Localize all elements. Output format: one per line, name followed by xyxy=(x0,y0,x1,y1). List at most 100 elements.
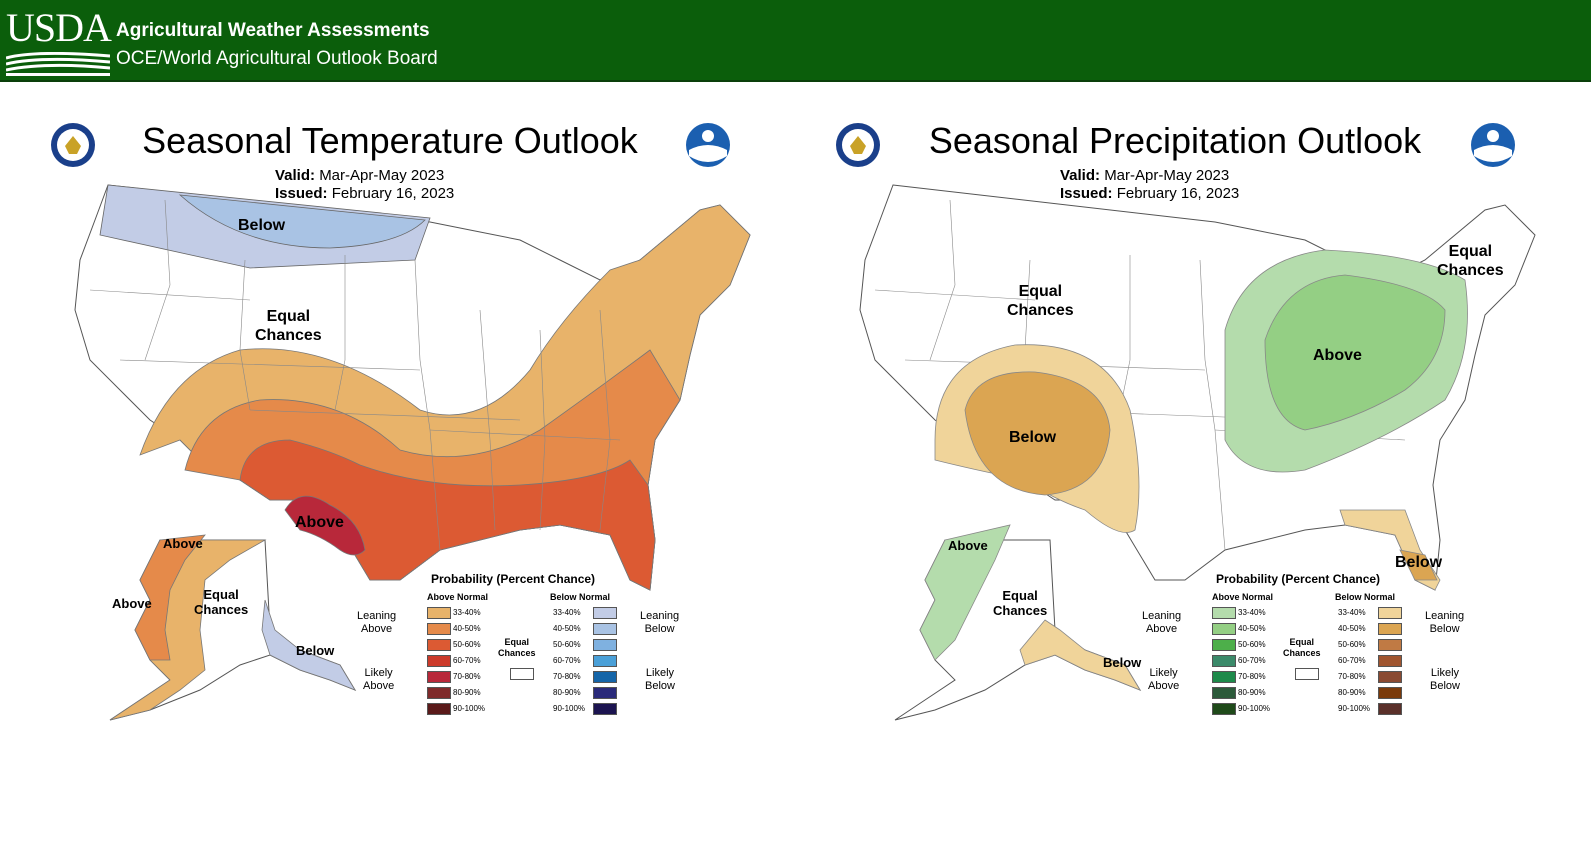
ak-equal1: Equal xyxy=(1002,588,1038,603)
commerce-seal-icon xyxy=(836,123,880,167)
legend-below-swatch-1 xyxy=(1378,623,1402,635)
equal-w2: Chances xyxy=(1007,302,1074,319)
issued-label: Issued: xyxy=(1060,185,1113,202)
legend-below-head: Below Normal xyxy=(1335,592,1396,602)
noaa-logo-icon xyxy=(686,123,730,167)
legend-above-range-0: 33-40% xyxy=(1238,608,1266,617)
legend-below-range-0: 33-40% xyxy=(1338,608,1366,617)
lka2: Above xyxy=(363,680,395,692)
issued-value: February 16, 2023 xyxy=(1116,185,1240,202)
legend-below-swatch-5 xyxy=(1378,687,1402,699)
below-40-50-sw xyxy=(964,371,1111,496)
legend-equal-swatch xyxy=(1295,668,1319,680)
legend-likely-below: Likely Below xyxy=(1430,667,1460,693)
equal-line1: Equal xyxy=(266,308,311,325)
ec1: Equal xyxy=(504,637,530,647)
equal-line2: Chances xyxy=(255,327,322,344)
banner-title: Agricultural Weather Assessments xyxy=(116,20,430,41)
legend-title: Probability (Percent Chance) xyxy=(431,572,596,586)
above-40-50-ov xyxy=(1264,274,1446,431)
equal-ne1: Equal xyxy=(1448,243,1493,260)
precipitation-title: Seasonal Precipitation Outlook xyxy=(928,120,1422,161)
label-ak-above-west: Above xyxy=(112,596,152,611)
label-ak-above: Above xyxy=(948,538,988,553)
legend-below-range-1: 40-50% xyxy=(553,624,581,633)
issued-label: Issued: xyxy=(275,185,328,202)
legend-below-range-3: 60-70% xyxy=(1338,656,1366,665)
lb2: Below xyxy=(1429,623,1460,635)
banner-subtitle: OCE/World Agricultural Outlook Board xyxy=(116,48,438,69)
legend-below-range-4: 70-80% xyxy=(553,672,581,681)
lb1: Leaning xyxy=(1425,610,1465,622)
legend-above-swatch-0 xyxy=(1212,607,1236,619)
temperature-map[interactable] xyxy=(0,110,770,730)
ak-equal-line1: Equal xyxy=(203,587,239,602)
valid-value: Mar-Apr-May 2023 xyxy=(319,167,445,184)
legend-below-range-5: 80-90% xyxy=(553,688,581,697)
legend-below-range-0: 33-40% xyxy=(553,608,581,617)
la2: Above xyxy=(1145,623,1178,635)
legend-above-swatch-5 xyxy=(427,687,451,699)
legend-above-range-0: 33-40% xyxy=(453,608,481,617)
above-50-60 xyxy=(239,439,656,591)
label-above-ohio-valley: Above xyxy=(1313,347,1362,364)
legend-below-range-3: 60-70% xyxy=(553,656,581,665)
temperature-title: Seasonal Temperature Outlook xyxy=(142,120,638,161)
lka2: Above xyxy=(1148,680,1180,692)
label-below-florida: Below xyxy=(1395,554,1443,571)
equal-w1: Equal xyxy=(1018,283,1063,300)
legend-below-range-6: 90-100% xyxy=(1338,704,1371,713)
precipitation-outlook-panel: Seasonal Precipitation Outlook Valid: Ma… xyxy=(785,110,1555,730)
state-lines xyxy=(89,199,621,551)
legend-above-range-2: 50-60% xyxy=(453,640,481,649)
ak-equal2: Chances xyxy=(993,603,1048,618)
usda-logo[interactable]: USDA xyxy=(6,8,112,76)
label-ak-above-north: Above xyxy=(163,536,203,551)
below-40-50-fl xyxy=(1399,549,1438,581)
precipitation-map[interactable] xyxy=(785,110,1555,730)
legend-equal-chances: Equal Chances xyxy=(1283,637,1321,659)
legend-leaning-above: Leaning Above xyxy=(357,610,396,636)
legend-above-range-2: 50-60% xyxy=(1238,640,1266,649)
header-banner: USDA Agricultural Weather Assessments OC… xyxy=(0,0,1591,82)
legend-below-swatch-4 xyxy=(1378,671,1402,683)
usda-logo-hills-icon xyxy=(6,52,110,76)
label-equal-chances: Equal Chances xyxy=(255,307,322,345)
legend-below-swatch-0 xyxy=(1378,607,1402,619)
above-60-70 xyxy=(284,495,366,556)
legend-above-swatch-3 xyxy=(1212,655,1236,667)
lb2: Below xyxy=(644,623,675,635)
label-above-texas: Above xyxy=(295,514,344,531)
issued-value: February 16, 2023 xyxy=(331,185,455,202)
legend-above-range-6: 90-100% xyxy=(1238,704,1271,713)
legend-below-range-4: 70-80% xyxy=(1338,672,1366,681)
ak-equal-line2: Chances xyxy=(194,602,249,617)
legend-above-range-4: 70-80% xyxy=(1238,672,1266,681)
label-ak-below: Below xyxy=(296,643,335,658)
legend-above-range-5: 80-90% xyxy=(1238,688,1266,697)
legend-above-swatch-2 xyxy=(1212,639,1236,651)
ec2: Chances xyxy=(1283,648,1321,658)
legend-above-swatch-4 xyxy=(1212,671,1236,683)
legend-below-swatch-3 xyxy=(1378,655,1402,667)
valid-label: Valid: xyxy=(275,167,316,184)
lkb1: Likely xyxy=(1430,667,1460,679)
lka1: Likely xyxy=(1149,667,1178,679)
legend-below-range-2: 50-60% xyxy=(553,640,581,649)
label-ak-below: Below xyxy=(1103,655,1142,670)
legend-above-range-3: 60-70% xyxy=(1238,656,1266,665)
legend-below-swatch-0 xyxy=(593,607,617,619)
temperature-outlook-panel: Seasonal Temperature Outlook Valid: Mar-… xyxy=(0,110,770,730)
legend-above-swatch-1 xyxy=(1212,623,1236,635)
legend-above-swatch-2 xyxy=(427,639,451,651)
commerce-seal-icon xyxy=(51,123,95,167)
temperature-legend: Probability (Percent Chance) Above Norma… xyxy=(355,572,695,730)
valid-label: Valid: xyxy=(1060,167,1101,184)
legend-above-swatch-0 xyxy=(427,607,451,619)
legend-above-range-5: 80-90% xyxy=(453,688,481,697)
legend-above-swatch-5 xyxy=(1212,687,1236,699)
legend-below-swatch-3 xyxy=(593,655,617,667)
legend-below-swatch-4 xyxy=(593,671,617,683)
label-equal-west: Equal Chances xyxy=(1007,282,1074,320)
ak-below-33 xyxy=(1019,619,1141,691)
